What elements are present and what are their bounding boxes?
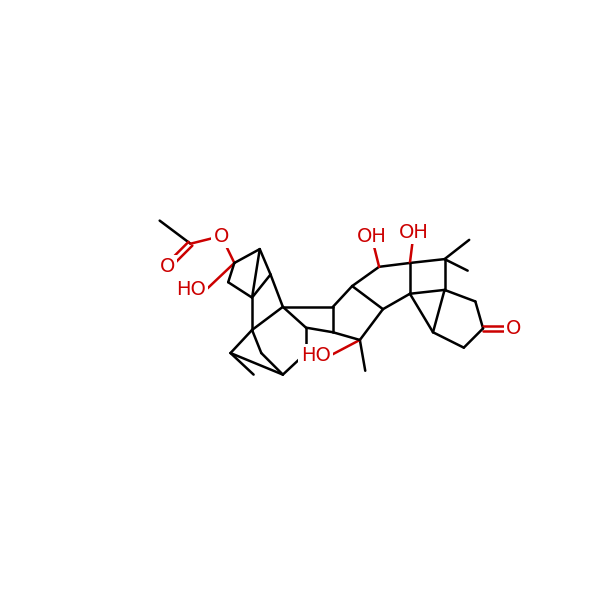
- Text: O: O: [160, 257, 175, 277]
- Text: OH: OH: [399, 223, 428, 242]
- Text: HO: HO: [301, 346, 331, 365]
- Text: O: O: [506, 319, 521, 338]
- Text: OH: OH: [356, 227, 386, 245]
- Text: O: O: [214, 227, 229, 245]
- Text: HO: HO: [176, 280, 206, 299]
